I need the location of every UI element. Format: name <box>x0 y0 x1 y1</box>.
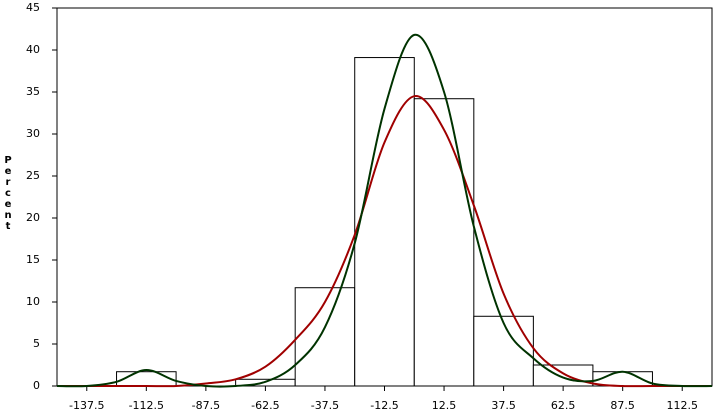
bar <box>532 364 594 387</box>
x-tick-label: 37.5 <box>491 399 516 411</box>
x-tick-label: 112.5 <box>666 399 698 411</box>
y-tick-label: 30 <box>26 127 40 140</box>
y-tick-label: 5 <box>33 337 40 350</box>
y-tick-label: 40 <box>26 43 40 56</box>
y-tick-label: 10 <box>26 295 40 308</box>
x-tick-label: -37.5 <box>311 399 339 411</box>
y-tick-label: 45 <box>26 1 40 14</box>
bar <box>413 98 475 387</box>
x-tick-label: 62.5 <box>551 399 576 411</box>
y-tick-label: 0 <box>33 379 40 392</box>
x-tick-label: -62.5 <box>251 399 279 411</box>
density-curve <box>57 95 712 388</box>
x-tick-label: 12.5 <box>432 399 457 411</box>
x-tick-label: -112.5 <box>129 399 164 411</box>
x-tick-label: 87.5 <box>610 399 635 411</box>
x-tick-label: -12.5 <box>370 399 398 411</box>
y-tick-label: 20 <box>26 211 40 224</box>
x-tick-label: -137.5 <box>69 399 104 411</box>
x-tick-label: -87.5 <box>192 399 220 411</box>
y-tick-label: 35 <box>26 85 40 98</box>
y-tick-label: 15 <box>26 253 40 266</box>
density-curve <box>56 33 713 388</box>
y-tick-label: 25 <box>26 169 40 182</box>
